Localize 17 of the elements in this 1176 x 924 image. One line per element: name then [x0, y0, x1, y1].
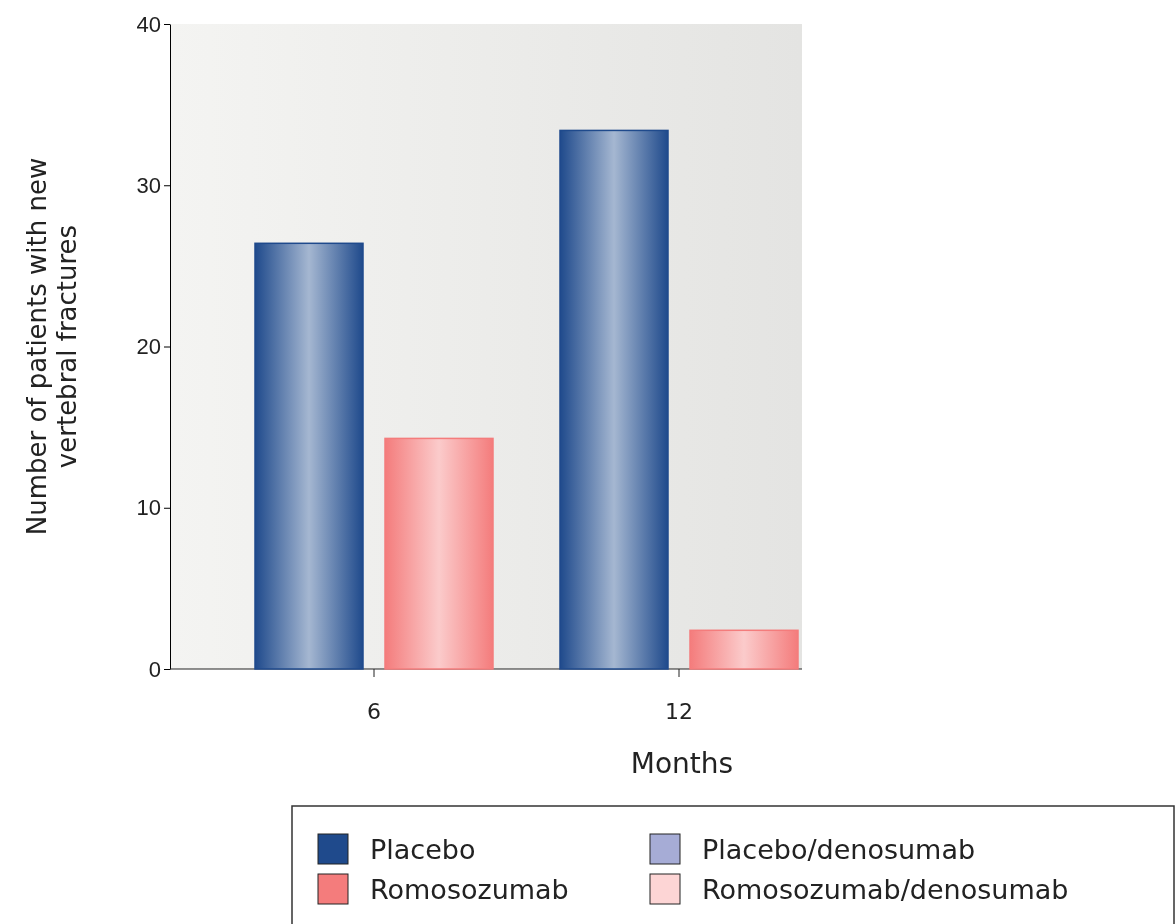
legend-label: Placebo [370, 834, 476, 865]
y-tick-label: 30 [136, 172, 161, 198]
legend-label: Romosozumab/denosumab [702, 874, 1069, 905]
y-tick-label: 0 [148, 656, 161, 682]
x-axis-title: Months [630, 747, 734, 780]
y-tick-label: 10 [136, 495, 161, 521]
y-axis-title: Number of patients with new vertebral fractures [22, 157, 82, 536]
y-tick-label: 40 [136, 11, 161, 37]
legend-label: Placebo/denosumab [702, 834, 976, 865]
bar [559, 129, 669, 670]
legend-label: Romosozumab [370, 874, 569, 905]
bar [689, 629, 799, 670]
y-tick-label: 20 [136, 334, 161, 360]
x-tick-label: 12 [665, 699, 693, 724]
bar [254, 242, 364, 670]
bar [384, 437, 494, 670]
x-tick-label: 6 [367, 699, 381, 724]
